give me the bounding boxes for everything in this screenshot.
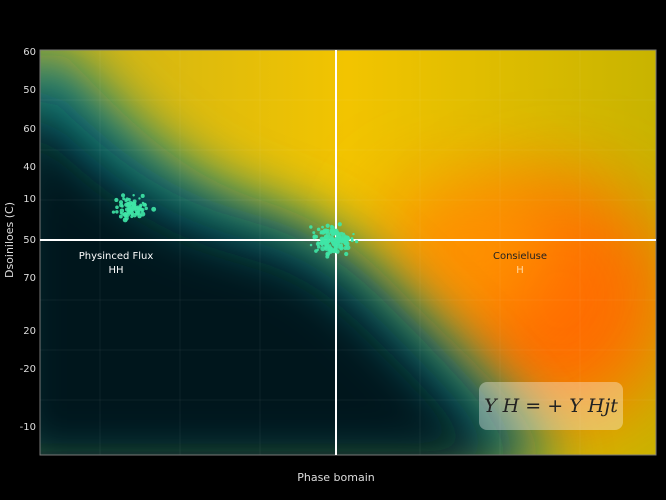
point <box>122 212 128 217</box>
x-axis-label: Phase bomain <box>297 471 375 484</box>
point <box>118 214 123 219</box>
point <box>329 230 335 235</box>
region-code: H <box>516 265 524 276</box>
y-tick-label: 50 <box>23 235 36 246</box>
point <box>320 238 323 242</box>
point <box>144 206 148 211</box>
plot-frame <box>39 49 657 456</box>
point <box>323 246 328 250</box>
point <box>114 197 119 203</box>
region-code: HH <box>108 265 123 276</box>
point <box>331 237 335 242</box>
point <box>126 201 130 205</box>
point <box>323 241 326 245</box>
y-tick-label: 70 <box>23 273 36 284</box>
point <box>316 227 321 232</box>
point <box>309 225 313 229</box>
point <box>337 222 342 227</box>
region-title: Consieluse <box>493 251 547 262</box>
point <box>325 223 330 228</box>
point <box>339 238 345 244</box>
point <box>138 197 141 200</box>
point <box>336 233 341 239</box>
point <box>118 200 124 205</box>
point <box>132 206 138 211</box>
point <box>344 241 350 247</box>
grid <box>40 50 656 455</box>
point <box>344 251 349 257</box>
region-title: Physinced Flux <box>79 251 154 262</box>
formula: Y H = + Y Hjt <box>484 395 618 417</box>
point <box>334 228 339 234</box>
point <box>140 193 145 198</box>
point <box>141 201 145 205</box>
y-tick-label: 10 <box>23 194 36 205</box>
point <box>120 204 124 208</box>
y-tick-label: 50 <box>23 85 36 96</box>
y-ticks: 60 50 60 40 10 50 70 20 -20 -10 <box>20 47 36 433</box>
y-tick-label: -10 <box>20 422 36 433</box>
point <box>320 231 323 234</box>
point <box>132 194 135 197</box>
point <box>328 249 333 254</box>
point-clusters <box>111 193 359 259</box>
y-tick-label: -20 <box>20 364 36 375</box>
formula-box <box>479 382 623 430</box>
point <box>312 231 316 235</box>
heatmap <box>40 50 656 455</box>
point <box>151 206 157 212</box>
point <box>339 246 344 251</box>
point <box>309 243 313 247</box>
point <box>132 199 137 204</box>
point <box>331 241 335 245</box>
point <box>330 225 335 231</box>
point <box>354 239 359 244</box>
y-tick-label: 20 <box>23 326 36 337</box>
point <box>111 210 116 214</box>
point <box>332 248 337 253</box>
point <box>316 248 319 252</box>
point <box>350 237 354 241</box>
point <box>128 203 132 207</box>
point <box>125 197 130 202</box>
point <box>137 213 142 219</box>
point <box>320 243 324 247</box>
point <box>322 228 328 234</box>
point <box>312 234 318 240</box>
y-tick-label: 60 <box>23 47 36 58</box>
y-tick-label: 60 <box>23 124 36 135</box>
point <box>126 206 132 211</box>
point <box>343 235 348 241</box>
y-axis-label: Dsoiniloes (C) <box>3 202 16 278</box>
point <box>115 210 119 214</box>
point <box>130 215 134 219</box>
point <box>336 238 342 244</box>
point <box>120 193 126 198</box>
point <box>327 245 333 251</box>
point <box>139 207 143 211</box>
point <box>343 245 348 251</box>
point <box>122 197 126 201</box>
point <box>124 215 129 221</box>
point <box>352 232 355 236</box>
point <box>326 252 330 256</box>
point <box>115 205 119 210</box>
y-tick-label: 40 <box>23 162 36 173</box>
point <box>321 225 324 229</box>
point <box>315 241 320 247</box>
point <box>126 209 132 215</box>
point <box>333 243 339 248</box>
